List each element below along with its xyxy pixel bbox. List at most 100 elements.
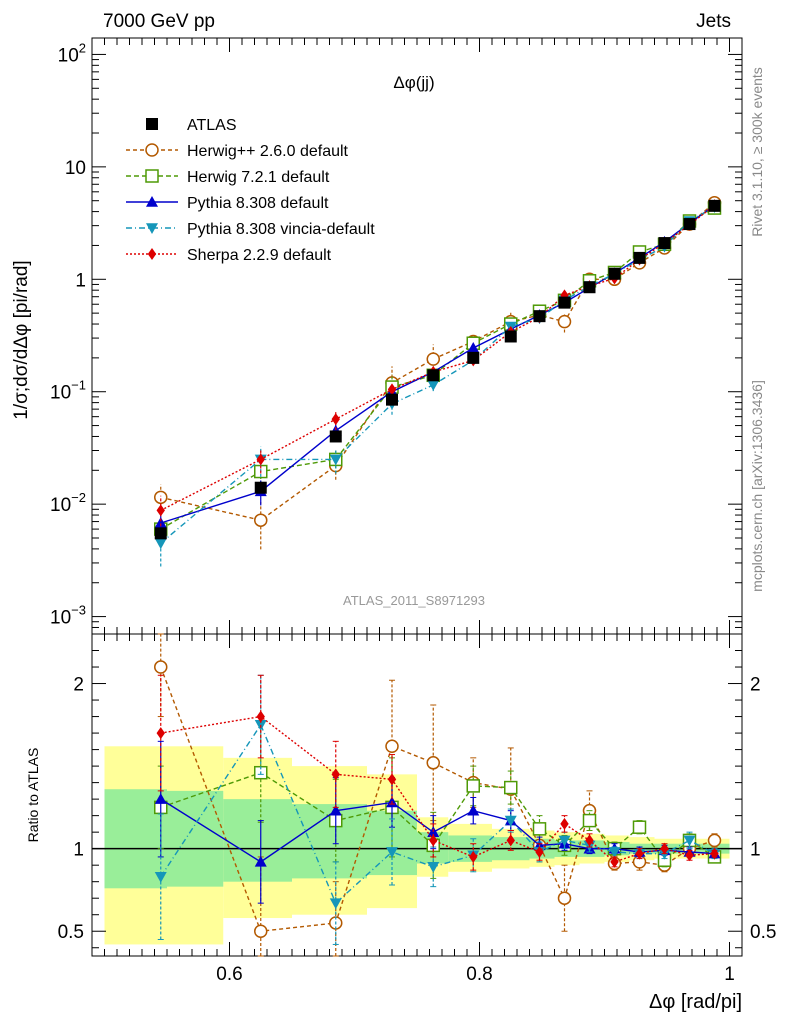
ratio-point [532, 822, 547, 836]
ratio-point [254, 855, 267, 867]
main-point [329, 454, 342, 466]
ratio-point [427, 862, 440, 873]
atlas-point [658, 237, 671, 250]
ratio-ytick-label-right: 1 [750, 840, 761, 861]
main-ytick-label: 1 [75, 270, 86, 291]
atlas-point [608, 267, 621, 280]
legend-marker [146, 223, 158, 234]
mcplots-label: mcplots.cern.ch [arXiv:1306.3436] [749, 380, 765, 592]
ratio-point [504, 780, 518, 795]
rivet-label: Rivet 3.1.10, ≥ 300k events [749, 67, 765, 237]
legend-marker [145, 143, 159, 157]
atlas-point [254, 481, 267, 494]
atlas-point [583, 281, 596, 294]
ratio-point [504, 815, 517, 827]
legend-label: Herwig 7.2.1 default [187, 169, 330, 186]
main-line-4 [160, 204, 715, 512]
ratio-point [707, 833, 722, 848]
x-tick-label: 0.6 [216, 964, 242, 985]
legend-marker [145, 169, 159, 183]
legend-label-atlas: ATLAS [187, 117, 237, 134]
main-ytick-exponent: −1 [71, 378, 86, 393]
ratio-point [467, 804, 480, 816]
ratio-point [386, 847, 398, 858]
main-ytick-exponent: −2 [71, 490, 86, 505]
ratio-point [635, 847, 644, 860]
ratio-point [506, 834, 515, 847]
main-ytick-label: 10 [65, 158, 86, 179]
header-right: Jets [696, 11, 731, 32]
ratio-point [469, 850, 478, 863]
legend: ATLAS Herwig++ 2.6.0 default Herwig 7.2.1 … [126, 117, 375, 264]
ratio-ytick-label-right: 2 [750, 675, 761, 696]
main-series [154, 195, 722, 567]
main-point [331, 413, 340, 426]
main-point [387, 383, 397, 396]
ratio-ytick-label-right: 0.5 [750, 922, 776, 943]
x-axis-ticks: 0.6 0.8 1 [104, 38, 735, 985]
green-band-2 [223, 799, 292, 882]
green-band-1 [167, 790, 224, 887]
atlas-point [467, 351, 480, 364]
main-point [154, 516, 167, 528]
ratio-point [535, 845, 544, 858]
y-axis-label-ratio: Ratio to ATLAS [25, 748, 41, 843]
legend-marker-atlas [146, 118, 158, 130]
ratio-ytick-label-left: 1 [73, 840, 84, 861]
ratio-point [329, 804, 342, 816]
y-axis-label-main: 1/σ;dσ/dΔφ [pi/rad] [11, 260, 32, 419]
legend-marker [147, 248, 157, 260]
atlas-point [504, 330, 517, 343]
x-tick-label: 1 [724, 964, 735, 985]
header-left: 7000 GeV pp [103, 11, 215, 32]
main-panel: 10−3 10−2 10−1 1 10 102 Δφ(jj) ATLAS_2011_S89… [50, 37, 743, 635]
ratio-line-0 [160, 666, 715, 932]
ratio-point [608, 847, 621, 858]
ratio-panel: 0.5 0.5 1 1 2 2 [58, 633, 776, 957]
atlas-point [154, 527, 167, 540]
ratio-point [429, 834, 438, 847]
main-point [254, 513, 268, 527]
ratio-point [466, 779, 480, 793]
ratio-point [156, 727, 165, 740]
ratio-point [685, 849, 694, 862]
main-ytick-exponent: 2 [79, 40, 86, 55]
ratio-point [660, 842, 669, 855]
atlas-point [633, 251, 646, 264]
ratio-point [585, 834, 594, 847]
ratio-point [426, 756, 440, 770]
ratio-point [632, 820, 647, 834]
atlas-point [708, 199, 721, 212]
ratio-point [385, 739, 399, 754]
main-point [156, 504, 165, 517]
main-point [557, 314, 572, 329]
main-point [154, 538, 167, 550]
analysis-label: ATLAS_2011_S8971293 [343, 593, 485, 608]
ratio-point [256, 710, 265, 723]
main-ytick-exponent: −3 [71, 603, 86, 618]
ratio-point [154, 660, 168, 674]
ratio-bands [104, 746, 730, 945]
ratio-point [610, 855, 619, 868]
ratio-ytick-label-left: 2 [73, 675, 84, 696]
atlas-point [427, 369, 440, 382]
ratio-point [683, 835, 696, 847]
ratio-point [254, 924, 268, 938]
legend-label: Pythia 8.308 vincia-default [187, 221, 375, 238]
ratio-ytick-label-left: 0.5 [58, 922, 84, 943]
atlas-point [558, 296, 571, 309]
ratio-point [558, 835, 571, 847]
ratio-point [387, 773, 397, 786]
legend-label: Pythia 8.308 default [187, 195, 329, 212]
plot-title: Δφ(jj) [393, 73, 434, 92]
x-tick-label: 0.8 [466, 964, 492, 985]
atlas-point [533, 310, 546, 323]
ratio-point [331, 768, 340, 781]
ratio-point [557, 891, 572, 905]
ratio-point [582, 813, 597, 828]
legend-label: Herwig++ 2.6.0 default [187, 143, 349, 160]
ratio-point [329, 898, 342, 910]
main-point [427, 380, 440, 391]
x-axis-label: Δφ [rad/pi] [649, 991, 742, 1013]
